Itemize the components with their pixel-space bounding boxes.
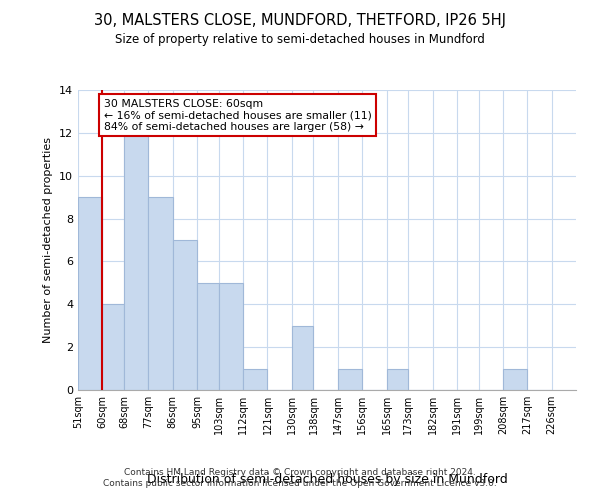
Bar: [124, 133, 148, 390]
Bar: [78, 197, 103, 390]
Bar: [103, 304, 124, 390]
Bar: [292, 326, 313, 390]
Bar: [503, 368, 527, 390]
Text: 30, MALSTERS CLOSE, MUNDFORD, THETFORD, IP26 5HJ: 30, MALSTERS CLOSE, MUNDFORD, THETFORD, …: [94, 12, 506, 28]
Y-axis label: Number of semi-detached properties: Number of semi-detached properties: [43, 137, 53, 343]
Bar: [386, 368, 408, 390]
Bar: [243, 368, 268, 390]
Bar: [173, 240, 197, 390]
Text: 30 MALSTERS CLOSE: 60sqm
← 16% of semi-detached houses are smaller (11)
84% of s: 30 MALSTERS CLOSE: 60sqm ← 16% of semi-d…: [104, 98, 371, 132]
Bar: [219, 283, 243, 390]
Bar: [338, 368, 362, 390]
Bar: [148, 197, 173, 390]
X-axis label: Distribution of semi-detached houses by size in Mundford: Distribution of semi-detached houses by …: [146, 473, 508, 486]
Bar: [197, 283, 219, 390]
Text: Contains HM Land Registry data © Crown copyright and database right 2024.
Contai: Contains HM Land Registry data © Crown c…: [103, 468, 497, 487]
Text: Size of property relative to semi-detached houses in Mundford: Size of property relative to semi-detach…: [115, 32, 485, 46]
